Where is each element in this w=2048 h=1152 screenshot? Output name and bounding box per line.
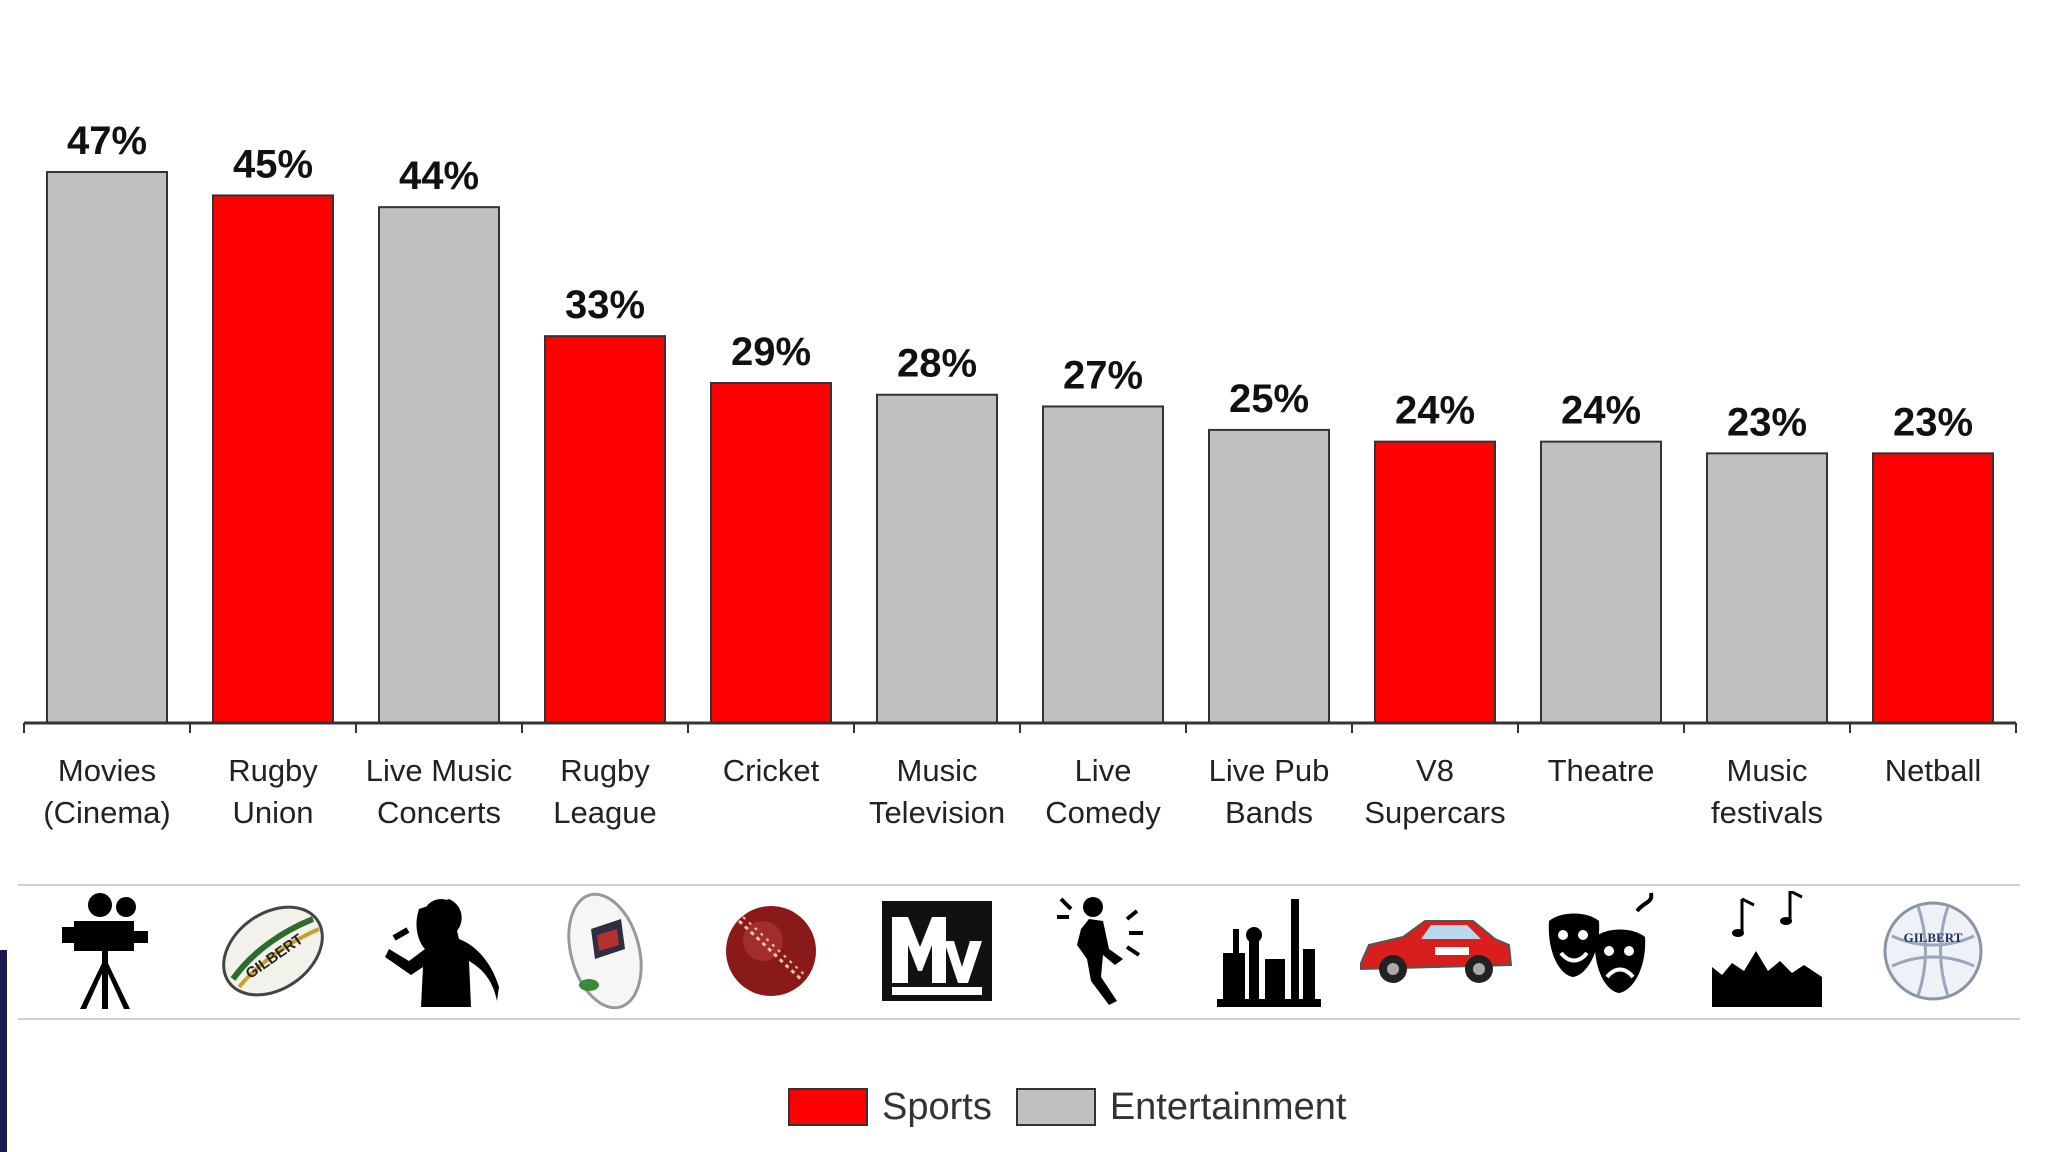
bar-value-label: 23% bbox=[1893, 400, 1973, 444]
bar bbox=[544, 335, 666, 724]
bar bbox=[1540, 440, 1662, 724]
bar bbox=[1706, 452, 1828, 724]
bar bbox=[876, 393, 998, 724]
bar bbox=[1208, 428, 1330, 724]
bar bbox=[212, 194, 334, 724]
bar-value-label: 33% bbox=[565, 283, 645, 327]
x-tick-label: Live Comedy bbox=[1045, 753, 1161, 830]
x-tick-label: Movies (Cinema) bbox=[43, 753, 171, 830]
x-tick-label: Music festivals bbox=[1711, 753, 1823, 830]
cricket-ball-icon bbox=[688, 888, 854, 1014]
x-tick-label: Netball bbox=[1884, 753, 1982, 788]
legend-swatch-sports bbox=[788, 1088, 868, 1126]
icon-strip-bottom-divider bbox=[18, 1018, 2020, 1020]
bar-value-label: 24% bbox=[1561, 389, 1641, 433]
x-tick-label: Cricket bbox=[722, 753, 820, 788]
bar-value-label: 47% bbox=[67, 119, 147, 163]
bar-value-label: 28% bbox=[897, 342, 977, 386]
bar bbox=[1374, 440, 1496, 724]
icon-strip: GILBERT GILBERT bbox=[18, 884, 2020, 1018]
comedian-icon bbox=[1020, 888, 1186, 1014]
left-accent-bar bbox=[0, 950, 7, 1152]
x-tick-label: Live Pub Bands bbox=[1208, 753, 1330, 830]
bar-value-label: 29% bbox=[731, 330, 811, 374]
bar bbox=[1042, 405, 1164, 724]
bar-value-label: 27% bbox=[1063, 353, 1143, 397]
theatre-masks-icon bbox=[1518, 888, 1684, 1014]
bar bbox=[1872, 452, 1994, 724]
bar bbox=[710, 382, 832, 724]
legend-label-sports: Sports bbox=[882, 1085, 992, 1128]
legend-label-entertainment: Entertainment bbox=[1109, 1085, 1347, 1128]
x-tick-label: Rugby Union bbox=[228, 753, 318, 830]
x-tick-label: Live Music Concerts bbox=[365, 753, 513, 830]
bar bbox=[46, 171, 168, 724]
bar bbox=[378, 206, 500, 724]
rugby-league-ball-icon bbox=[522, 888, 688, 1014]
bar-value-label: 23% bbox=[1727, 400, 1807, 444]
legend-swatch-entertainment bbox=[1015, 1088, 1096, 1126]
icon-strip-top-divider bbox=[18, 884, 2020, 886]
v8-supercar-icon bbox=[1352, 888, 1518, 1014]
x-tick-label: Music Television bbox=[868, 753, 1006, 830]
mtv-logo-icon bbox=[854, 888, 1020, 1014]
bar-value-label: 45% bbox=[233, 142, 313, 186]
bar-value-label: 24% bbox=[1395, 389, 1475, 433]
music-festival-icon bbox=[1684, 888, 1850, 1014]
x-tick-label: Rugby League bbox=[553, 753, 657, 830]
singer-silhouette-icon bbox=[356, 888, 522, 1014]
bar-value-label: 25% bbox=[1229, 377, 1309, 421]
pub-band-icon bbox=[1186, 888, 1352, 1014]
x-tick-label: Theatre bbox=[1547, 753, 1655, 788]
x-tick-label: V8 Supercars bbox=[1364, 753, 1506, 830]
rugby-union-ball-icon: GILBERT bbox=[190, 888, 356, 1014]
svg-text:GILBERT: GILBERT bbox=[1904, 930, 1963, 945]
legend: Sports Entertainment bbox=[788, 1086, 1370, 1128]
netball-icon: GILBERT bbox=[1850, 888, 2016, 1014]
film-camera-icon bbox=[24, 888, 190, 1014]
bar-value-label: 44% bbox=[399, 154, 479, 198]
